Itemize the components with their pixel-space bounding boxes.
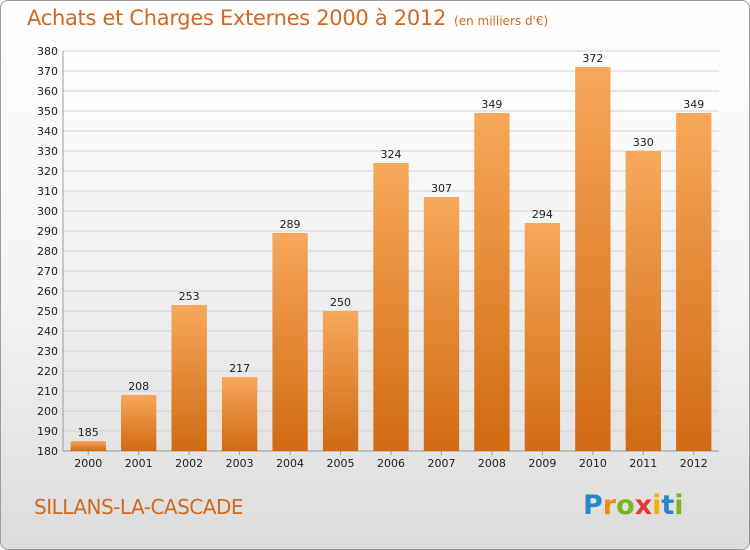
bar-2001 [121,395,157,451]
logo-letter: o [616,490,635,521]
place-name: SILLANS-LA-CASCADE [34,495,243,519]
y-tick-label: 360 [37,85,58,98]
data-label-2011: 330 [633,136,654,149]
y-tick-label: 180 [37,445,58,458]
data-label-2010: 372 [582,52,603,65]
x-tick-label-2004: 2004 [276,457,304,470]
data-label-2003: 217 [229,362,250,375]
data-label-2006: 324 [381,148,402,161]
y-tick-label: 370 [37,65,58,78]
y-tick-label: 310 [37,185,58,198]
y-tick-label: 350 [37,105,58,118]
bar-2003 [221,377,258,451]
data-label-2002: 253 [179,290,200,303]
bars [70,67,712,451]
y-tick-label: 230 [37,345,58,358]
bar-2004 [272,233,308,451]
chart-title: Achats et Charges Externes 2000 à 2012 (e… [27,6,548,30]
bar-2011 [625,151,661,451]
y-tick-label: 260 [37,285,58,298]
y-tick-label: 210 [37,385,58,398]
data-label-2001: 208 [128,380,149,393]
y-tick-label: 220 [37,365,58,378]
bar-2006 [373,163,409,451]
y-tick-label: 280 [37,245,58,258]
y-tick-label: 320 [37,165,58,178]
x-tick-label-2011: 2011 [629,457,657,470]
data-label-2012: 349 [683,98,704,111]
logo-letter: r [602,490,617,521]
x-tick-label-2009: 2009 [528,457,556,470]
data-label-2000: 185 [78,426,99,439]
logo-letter: x [634,490,653,521]
proxiti-logo: Proxiti [583,490,684,521]
logo-letter: i [674,490,684,521]
y-tick-label: 240 [37,325,58,338]
bar-2008 [474,113,510,451]
y-tick-label: 340 [37,125,58,138]
bar-2000 [70,441,106,451]
logo-letter: P [583,490,603,521]
x-tick-label-2000: 2000 [74,457,102,470]
logo-letter: i [652,490,662,521]
bar-2002 [171,305,207,451]
y-tick-label: 250 [37,305,58,318]
y-tick-label: 190 [37,425,58,438]
x-tick-label-2012: 2012 [680,457,708,470]
y-tick-label: 300 [37,205,58,218]
x-tick-label-2007: 2007 [427,457,455,470]
y-tick-label: 200 [37,405,58,418]
data-labels: 185 208 253 217 289 250 324 307 349 294 372 330 349 [78,52,705,439]
data-label-2007: 307 [431,182,452,195]
x-axis-ticks: 2000 2001 2002 2003 2004 2005 2006 2007 2008 2009… [74,451,708,470]
data-label-2009: 294 [532,208,553,221]
bar-2005 [322,311,359,451]
y-axis-ticks: 180 190 200 210 220 230 240 250 260 270 280 290 300 3… [37,45,58,458]
x-tick-label-2008: 2008 [478,457,506,470]
chart-subtitle: (en milliers d'€) [454,14,549,28]
data-label-2005: 250 [330,296,351,309]
x-tick-label-2003: 2003 [226,457,254,470]
y-tick-label: 380 [37,45,58,58]
bar-2010 [575,67,611,451]
bar-2012 [676,113,712,451]
data-label-2004: 289 [280,218,301,231]
bar-2007 [423,197,460,451]
x-tick-label-2002: 2002 [175,457,203,470]
x-tick-label-2006: 2006 [377,457,405,470]
x-tick-label-2005: 2005 [327,457,355,470]
y-tick-label: 270 [37,265,58,278]
chart-title-text: Achats et Charges Externes 2000 à 2012 [27,6,447,30]
y-tick-label: 290 [37,225,58,238]
x-tick-label-2001: 2001 [125,457,153,470]
x-tick-label-2010: 2010 [579,457,607,470]
data-label-2008: 349 [481,98,502,111]
logo-letter: t [661,490,675,521]
y-tick-label: 330 [37,145,58,158]
bar-2009 [524,223,561,451]
